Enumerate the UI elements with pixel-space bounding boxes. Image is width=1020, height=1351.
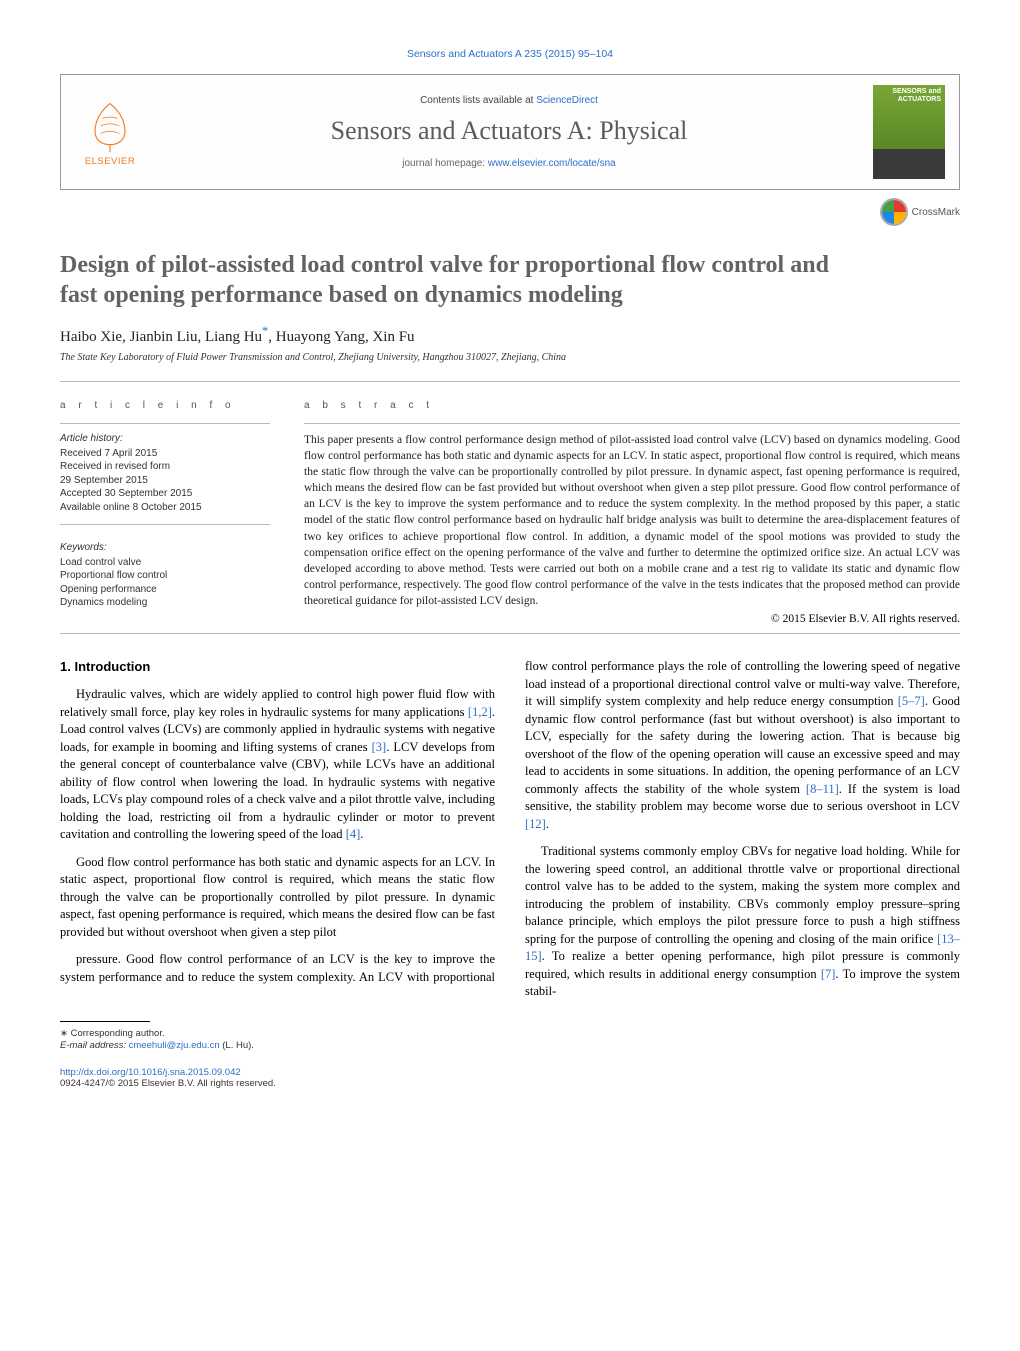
journal-name: Sensors and Actuators A: Physical bbox=[161, 116, 857, 146]
keyword-item: Dynamics modeling bbox=[60, 596, 270, 610]
citation-header: Sensors and Actuators A 235 (2015) 95–10… bbox=[60, 48, 960, 60]
crossmark-icon bbox=[880, 198, 908, 226]
p-text: Traditional systems commonly employ CBVs… bbox=[525, 844, 960, 946]
email-line: E-mail address: cmeehuli@zju.edu.cn (L. … bbox=[60, 1040, 960, 1053]
p-text: . Good dynamic flow control performance … bbox=[525, 694, 960, 796]
history-online: Available online 8 October 2015 bbox=[60, 501, 270, 515]
divider bbox=[60, 423, 270, 424]
article-history: Article history: Received 7 April 2015 R… bbox=[60, 432, 270, 514]
issn-copyright: 0924-4247/© 2015 Elsevier B.V. All right… bbox=[60, 1078, 960, 1089]
p-text: . LCV develops from the general concept … bbox=[60, 740, 495, 842]
history-header: Article history: bbox=[60, 432, 270, 446]
intro-heading: 1. Introduction bbox=[60, 658, 495, 676]
ref-link[interactable]: [3] bbox=[372, 740, 387, 754]
history-revised-line1: Received in revised form bbox=[60, 460, 270, 474]
contents-lists-line: Contents lists available at ScienceDirec… bbox=[161, 95, 857, 106]
authors-tail: , Huayong Yang, Xin Fu bbox=[268, 329, 414, 345]
email-label: E-mail address: bbox=[60, 1040, 129, 1051]
body-paragraph: Good flow control performance has both s… bbox=[60, 854, 495, 942]
keyword-item: Opening performance bbox=[60, 583, 270, 597]
journal-header: ELSEVIER Contents lists available at Sci… bbox=[60, 74, 960, 190]
crossmark-label: CrossMark bbox=[912, 207, 960, 218]
article-info-label: a r t i c l e i n f o bbox=[60, 400, 270, 411]
footnote-separator bbox=[60, 1021, 150, 1022]
corresponding-author-note: ∗ Corresponding author. bbox=[60, 1028, 960, 1041]
contents-prefix: Contents lists available at bbox=[420, 95, 536, 106]
history-revised-line2: 29 September 2015 bbox=[60, 474, 270, 488]
cover-line-1: SENSORS and bbox=[892, 88, 941, 95]
homepage-line: journal homepage: www.elsevier.com/locat… bbox=[161, 158, 857, 169]
doi-link[interactable]: http://dx.doi.org/10.1016/j.sna.2015.09.… bbox=[60, 1067, 241, 1078]
crossmark-badge[interactable]: CrossMark bbox=[880, 198, 960, 226]
p-text: . bbox=[546, 817, 549, 831]
abstract-label: a b s t r a c t bbox=[304, 400, 960, 411]
affiliation: The State Key Laboratory of Fluid Power … bbox=[60, 352, 960, 363]
divider bbox=[304, 423, 960, 424]
body-paragraph: Traditional systems commonly employ CBVs… bbox=[525, 843, 960, 1001]
divider bbox=[60, 381, 960, 382]
ref-link[interactable]: [1,2] bbox=[468, 705, 492, 719]
homepage-prefix: journal homepage: bbox=[402, 158, 488, 169]
keyword-item: Load control valve bbox=[60, 556, 270, 570]
abstract-text: This paper presents a flow control perfo… bbox=[304, 432, 960, 609]
doi-block: http://dx.doi.org/10.1016/j.sna.2015.09.… bbox=[60, 1067, 960, 1089]
body-paragraph: Hydraulic valves, which are widely appli… bbox=[60, 686, 495, 844]
abstract-copyright: © 2015 Elsevier B.V. All rights reserved… bbox=[304, 613, 960, 625]
divider bbox=[60, 524, 270, 525]
history-accepted: Accepted 30 September 2015 bbox=[60, 487, 270, 501]
elsevier-wordmark: ELSEVIER bbox=[85, 156, 135, 167]
ref-link[interactable]: [12] bbox=[525, 817, 546, 831]
history-received: Received 7 April 2015 bbox=[60, 447, 270, 461]
p-text: Hydraulic valves, which are widely appli… bbox=[60, 687, 495, 719]
authors-line: Haibo Xie, Jianbin Liu, Liang Hu*, Huayo… bbox=[60, 324, 960, 346]
cover-line-2: ACTUATORS bbox=[898, 96, 941, 103]
body-text: 1. Introduction Hydraulic valves, which … bbox=[60, 658, 960, 1001]
ref-link[interactable]: [4] bbox=[346, 827, 361, 841]
homepage-link[interactable]: www.elsevier.com/locate/sna bbox=[488, 158, 616, 169]
ref-link[interactable]: [5–7] bbox=[898, 694, 925, 708]
authors-leading: Haibo Xie, Jianbin Liu, Liang Hu bbox=[60, 329, 262, 345]
footnotes: ∗ Corresponding author. E-mail address: … bbox=[60, 1028, 960, 1054]
journal-cover-thumb: SENSORS and ACTUATORS bbox=[873, 85, 945, 179]
keyword-item: Proportional flow control bbox=[60, 569, 270, 583]
sciencedirect-link[interactable]: ScienceDirect bbox=[536, 95, 598, 106]
keywords-block: Keywords: Load control valve Proportiona… bbox=[60, 541, 270, 610]
email-tail: (L. Hu). bbox=[220, 1040, 254, 1051]
email-link[interactable]: cmeehuli@zju.edu.cn bbox=[129, 1040, 220, 1051]
paper-title: Design of pilot-assisted load control va… bbox=[60, 250, 840, 310]
ref-link[interactable]: [7] bbox=[821, 967, 836, 981]
keywords-header: Keywords: bbox=[60, 541, 270, 555]
elsevier-logo: ELSEVIER bbox=[75, 93, 145, 171]
elsevier-tree-icon bbox=[82, 98, 138, 154]
divider bbox=[60, 633, 960, 634]
p-text: . bbox=[360, 827, 363, 841]
ref-link[interactable]: [8–11] bbox=[806, 782, 839, 796]
